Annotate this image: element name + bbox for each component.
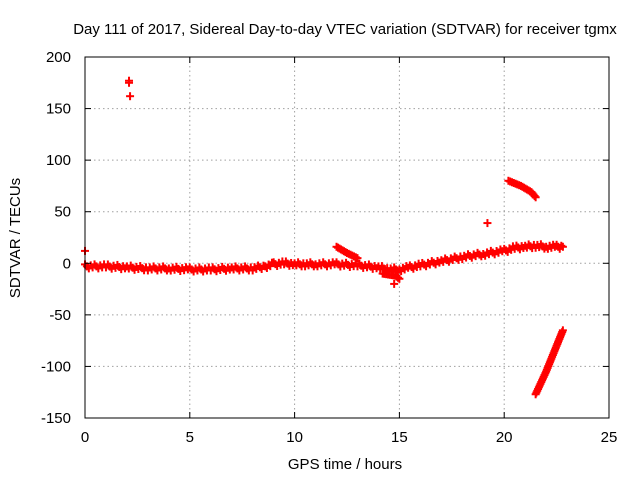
x-tick-label: 0: [81, 429, 89, 446]
chart-title: Day 111 of 2017, Sidereal Day-to-day VTE…: [73, 21, 617, 38]
y-tick-label: -50: [49, 307, 71, 324]
plot-frame: [84, 56, 610, 419]
y-tick-label: -100: [41, 358, 71, 375]
x-axis-label: GPS time / hours: [288, 456, 402, 473]
y-axis-label: SDTVAR / TECUs: [7, 178, 24, 298]
data-point: [125, 78, 134, 87]
data-point: [531, 193, 540, 202]
data-point: [395, 274, 404, 283]
y-tick-label: 100: [46, 152, 71, 169]
y-tick-label: 50: [54, 204, 71, 221]
data-point: [558, 242, 567, 251]
y-tick-label: 0: [63, 255, 71, 272]
data-point: [558, 326, 567, 335]
data-point: [530, 191, 539, 200]
y-tick-label: 200: [46, 49, 71, 66]
x-tick-label: 15: [391, 429, 408, 446]
data-point: [126, 92, 135, 101]
data-point: [353, 254, 362, 263]
y-tick-label: 150: [46, 101, 71, 118]
data-points: [81, 76, 567, 399]
y-tick-label: -150: [41, 410, 71, 427]
x-tick-label: 5: [186, 429, 194, 446]
axis-ticks: 0 5 10 15 20 25 -150 -100 -50 0 50 100 150 200: [41, 49, 617, 446]
x-tick-label: 10: [286, 429, 303, 446]
data-point: [394, 273, 403, 282]
x-tick-label: 25: [601, 429, 618, 446]
x-tick-label: 20: [496, 429, 513, 446]
data-point: [390, 279, 399, 288]
grid: [85, 57, 609, 418]
data-point: [483, 219, 492, 228]
